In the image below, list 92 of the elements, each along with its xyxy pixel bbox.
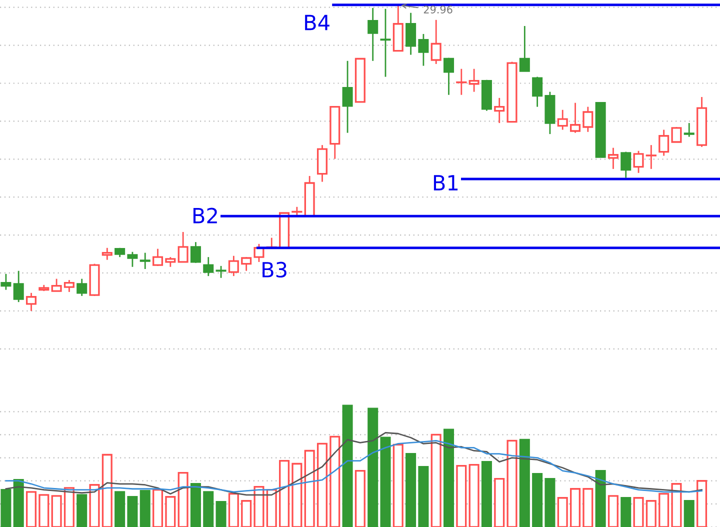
bar: [418, 466, 429, 527]
candlestick: [241, 256, 252, 272]
bar: [456, 464, 467, 527]
candlestick: [76, 278, 88, 297]
candlestick: [316, 144, 328, 182]
bar: [532, 472, 543, 527]
candlestick: [152, 248, 164, 267]
candlestick: [481, 79, 492, 112]
bar: [354, 470, 366, 527]
bar: [595, 470, 606, 527]
candlestick: [557, 109, 568, 130]
bar: [190, 483, 201, 527]
bar: [216, 501, 226, 527]
candlestick: [696, 96, 708, 148]
candlestick: [190, 241, 201, 264]
ref-line-label: B3: [262, 262, 286, 278]
bar: [506, 440, 518, 527]
bar: [13, 479, 24, 527]
bar: [330, 436, 340, 527]
bar: [608, 495, 618, 527]
bar: [152, 489, 164, 527]
candlestick: [228, 255, 239, 277]
bar: [51, 495, 62, 527]
bar: [633, 497, 644, 527]
candlestick: [102, 247, 112, 261]
bar: [254, 486, 264, 527]
candlestick: [570, 102, 581, 134]
bar: [519, 438, 530, 527]
candlestick: [456, 68, 467, 96]
bar: [557, 497, 568, 527]
bar: [304, 450, 315, 527]
bar: [266, 489, 277, 527]
candlestick: [582, 106, 594, 133]
candlestick: [608, 147, 618, 170]
bar: [316, 442, 328, 527]
bar: [0, 489, 12, 527]
bar: [620, 497, 632, 527]
bar: [481, 460, 492, 527]
bar: [646, 500, 656, 527]
bar: [203, 491, 214, 527]
bar: [165, 496, 176, 527]
candlestick: [658, 129, 670, 156]
candlestick: [342, 60, 353, 134]
bar: [76, 494, 88, 527]
annotation: 29.96: [424, 6, 452, 14]
bar: [443, 428, 454, 527]
candlestick: [494, 97, 505, 124]
ref-line-label: B4: [305, 14, 330, 30]
bar: [468, 464, 480, 527]
candlestick: [646, 144, 657, 170]
bar: [658, 493, 670, 527]
ref-line-label: B1: [434, 175, 458, 190]
bar: [64, 487, 74, 527]
candlestick: [26, 292, 37, 312]
bar: [279, 460, 290, 527]
candlestick: [368, 7, 378, 62]
bar: [140, 490, 150, 527]
bar: [430, 434, 442, 527]
bar: [671, 483, 682, 527]
bar: [228, 493, 239, 527]
bar: [582, 488, 594, 527]
bar: [684, 500, 694, 527]
bar: [26, 491, 37, 527]
bar: [89, 484, 100, 527]
bar: [544, 478, 556, 527]
candlestick: [64, 279, 74, 293]
bar: [570, 488, 581, 527]
bar: [696, 480, 708, 527]
candlestick: [114, 247, 126, 258]
bar: [494, 478, 505, 527]
bar: [392, 444, 404, 527]
bar: [406, 452, 416, 527]
bar: [241, 500, 252, 527]
candlestick: [443, 57, 454, 96]
candlestick: [684, 122, 694, 138]
bar: [127, 496, 138, 527]
candlestick: [380, 8, 391, 78]
bar: [38, 494, 50, 527]
bar: [368, 408, 378, 527]
candlestick: [13, 270, 24, 303]
bar: [292, 462, 302, 527]
bar: [114, 491, 126, 527]
candlestick: [406, 12, 416, 56]
bar: [102, 454, 112, 527]
candlestick: [430, 19, 442, 65]
bar: [342, 404, 353, 527]
bar: [178, 472, 188, 527]
ref-line-label: B2: [193, 208, 217, 224]
bar: [380, 436, 391, 527]
candlestick: [140, 252, 150, 270]
candlestick: [203, 256, 214, 277]
candlestick: [165, 256, 176, 268]
